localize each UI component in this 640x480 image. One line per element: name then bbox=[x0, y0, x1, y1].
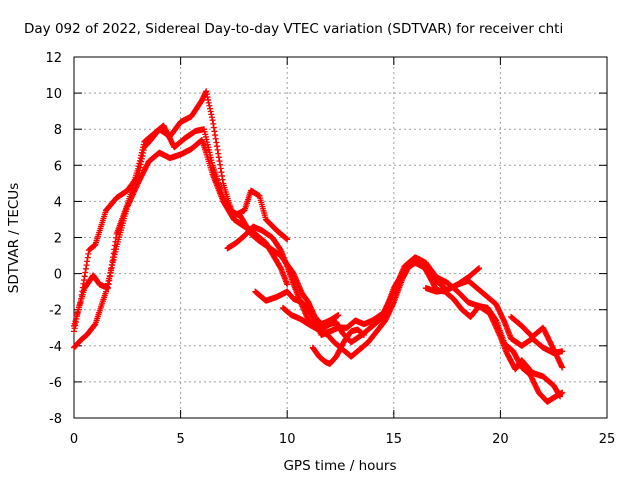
x-tick-label: 25 bbox=[599, 432, 616, 447]
data-point bbox=[559, 348, 566, 355]
y-tick-label: 8 bbox=[54, 123, 62, 138]
data-series bbox=[71, 88, 566, 405]
series-trace-h bbox=[422, 265, 483, 295]
x-tick-label: 10 bbox=[279, 432, 296, 447]
data-point bbox=[335, 312, 342, 319]
y-tick-label: 6 bbox=[54, 159, 62, 174]
series-trace-g bbox=[309, 326, 367, 367]
y-tick-label: 4 bbox=[54, 195, 62, 210]
data-point bbox=[284, 281, 291, 288]
y-tick-label: 10 bbox=[45, 87, 62, 102]
chart-title: Day 092 of 2022, Sidereal Day-to-day VTE… bbox=[24, 21, 563, 37]
data-point bbox=[360, 331, 367, 338]
y-tick-label: 0 bbox=[54, 268, 62, 283]
x-tick-label: 0 bbox=[70, 432, 78, 447]
x-tick-label: 5 bbox=[176, 432, 184, 447]
data-point bbox=[559, 389, 566, 396]
y-tick-label: 2 bbox=[54, 232, 62, 247]
y-tick-label: -8 bbox=[49, 412, 62, 427]
y-tick-label: -2 bbox=[49, 304, 62, 319]
data-point bbox=[559, 364, 566, 371]
y-axis-label: SDTVAR / TECUs bbox=[6, 183, 22, 293]
data-point bbox=[476, 265, 483, 272]
series-trace-i bbox=[508, 313, 566, 371]
axis-ticks bbox=[73, 56, 608, 419]
y-tick-label: 12 bbox=[45, 51, 62, 66]
tick-labels: 0 5 10 15 20 25 -8 -6 -4 -2 0 2 4 6 8 10 12 bbox=[45, 51, 615, 447]
x-tick-label: 20 bbox=[492, 432, 509, 447]
y-tick-label: -4 bbox=[49, 340, 62, 355]
x-tick-label: 15 bbox=[386, 432, 403, 447]
y-tick-label: -6 bbox=[49, 376, 62, 391]
x-axis-label: GPS time / hours bbox=[283, 458, 396, 474]
data-point bbox=[284, 236, 291, 243]
